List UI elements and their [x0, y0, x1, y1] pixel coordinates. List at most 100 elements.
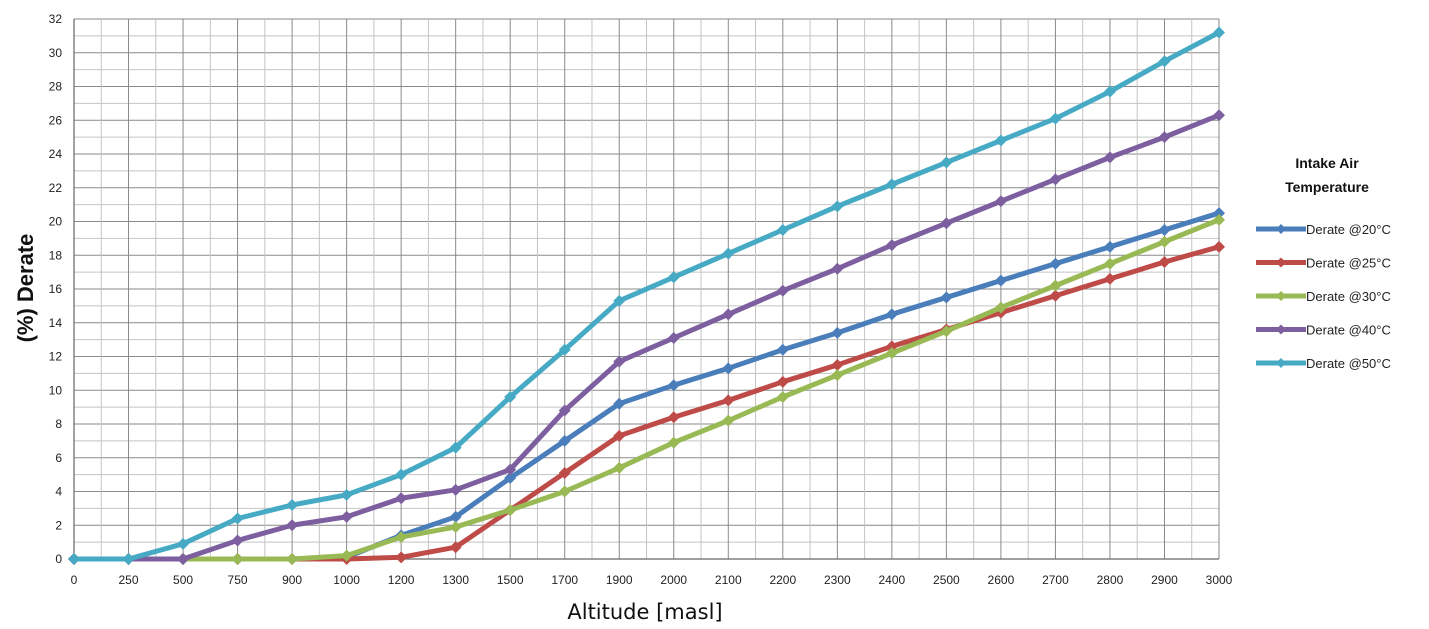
data-point-marker	[776, 284, 789, 297]
x-tick-label: 2500	[933, 573, 960, 587]
data-point-marker	[1103, 151, 1116, 164]
data-point-marker	[776, 375, 789, 388]
data-point-marker	[177, 553, 190, 565]
data-point-marker	[831, 326, 844, 339]
x-tick-label: 2000	[660, 573, 687, 587]
x-tick-label: 2200	[769, 573, 796, 587]
x-tick-label: 2800	[1097, 573, 1124, 587]
data-point-marker	[613, 429, 626, 442]
data-point-marker	[68, 553, 80, 565]
data-point-marker	[1103, 240, 1116, 253]
data-point-marker	[558, 343, 571, 356]
data-point-marker	[558, 434, 571, 447]
data-point-marker	[231, 534, 244, 547]
data-point-marker	[722, 394, 735, 407]
legend-item: Derate @50°C	[1256, 356, 1391, 371]
data-point-marker	[885, 239, 898, 252]
data-point-marker	[1049, 257, 1062, 270]
data-point-marker	[940, 217, 953, 230]
x-tick-labels: 0 250 500 750 900 1000 1200 1300 1500 1700 1900 200…	[71, 573, 1233, 587]
data-point-marker	[994, 274, 1007, 287]
data-point-marker	[831, 358, 844, 371]
y-tick-label: 24	[49, 147, 63, 161]
legend-swatch-marker	[1276, 257, 1286, 268]
x-tick-label: 2100	[715, 573, 742, 587]
y-tick-label: 30	[49, 46, 63, 60]
data-point-marker	[940, 156, 953, 169]
data-point-marker	[831, 369, 844, 382]
data-point-marker	[1103, 85, 1116, 98]
x-tick-label: 0	[71, 573, 78, 587]
legend-items: Derate @20°C Derate @25°C Derate @30°C Dera…	[1256, 222, 1391, 371]
x-tick-label: 2900	[1151, 573, 1178, 587]
data-point-marker	[1213, 207, 1225, 220]
y-tick-label: 18	[49, 248, 63, 262]
legend-title-line1: Intake Air	[1295, 155, 1359, 171]
y-tick-label: 22	[49, 181, 63, 195]
data-point-marker	[1158, 55, 1171, 68]
data-point-marker	[776, 223, 789, 236]
data-point-marker	[340, 488, 353, 501]
data-point-marker	[613, 355, 626, 368]
x-tick-label: 1500	[497, 573, 524, 587]
x-tick-label: 1200	[388, 573, 415, 587]
data-point-marker	[994, 301, 1007, 314]
series-lines	[68, 26, 1225, 565]
data-point-marker	[286, 519, 299, 532]
data-point-marker	[885, 308, 898, 321]
y-axis-label: (%) Derate	[13, 234, 38, 343]
data-point-marker	[395, 468, 408, 481]
data-point-marker	[449, 441, 462, 454]
y-tick-label: 6	[55, 451, 62, 465]
data-point-marker	[722, 308, 735, 321]
data-point-marker	[994, 134, 1007, 147]
y-tick-label: 0	[55, 552, 62, 566]
data-point-marker	[1049, 112, 1062, 125]
legend-item: Derate @20°C	[1256, 222, 1391, 237]
legend-swatch-marker	[1276, 291, 1286, 301]
data-point-marker	[504, 391, 517, 403]
data-point-marker	[231, 512, 244, 525]
data-point-marker	[340, 510, 353, 523]
data-point-marker	[286, 499, 299, 511]
x-tick-label: 1000	[333, 573, 360, 587]
y-tick-label: 28	[49, 80, 63, 94]
data-point-marker	[558, 485, 571, 498]
x-tick-label: 500	[173, 573, 193, 587]
data-point-marker	[885, 178, 898, 191]
data-point-marker	[885, 347, 898, 360]
data-point-marker	[613, 461, 626, 474]
series-3	[68, 213, 1225, 565]
x-tick-label: 2400	[879, 573, 906, 587]
series-line	[71, 112, 1222, 562]
y-tick-label: 12	[49, 350, 63, 364]
x-tick-label: 1300	[442, 573, 469, 587]
y-tick-label: 32	[49, 12, 63, 26]
data-point-marker	[1103, 257, 1116, 270]
data-point-marker	[1213, 109, 1225, 122]
data-point-marker	[994, 195, 1007, 208]
data-point-marker	[613, 397, 626, 410]
legend: Intake Air Temperature Derate @20°CDerat…	[1256, 155, 1391, 371]
data-point-marker	[722, 247, 735, 260]
data-point-marker	[395, 551, 408, 564]
data-point-marker	[122, 553, 135, 565]
data-point-marker	[1158, 235, 1171, 248]
y-tick-label: 2	[55, 518, 62, 532]
data-point-marker	[1049, 279, 1062, 292]
y-tick-label: 16	[49, 282, 63, 296]
data-point-marker	[1103, 272, 1116, 285]
y-tick-label: 4	[55, 485, 62, 499]
x-tick-label: 2700	[1042, 573, 1069, 587]
y-tick-label: 26	[49, 113, 63, 127]
y-tick-label: 20	[49, 215, 63, 229]
data-point-marker	[776, 391, 789, 403]
x-tick-label: 900	[282, 573, 302, 587]
data-point-marker	[613, 294, 626, 307]
data-point-marker	[722, 414, 735, 427]
data-point-marker	[940, 291, 953, 304]
x-tick-label: 1700	[551, 573, 578, 587]
legend-label: Derate @30°C	[1306, 289, 1391, 304]
legend-label: Derate @20°C	[1306, 222, 1391, 237]
